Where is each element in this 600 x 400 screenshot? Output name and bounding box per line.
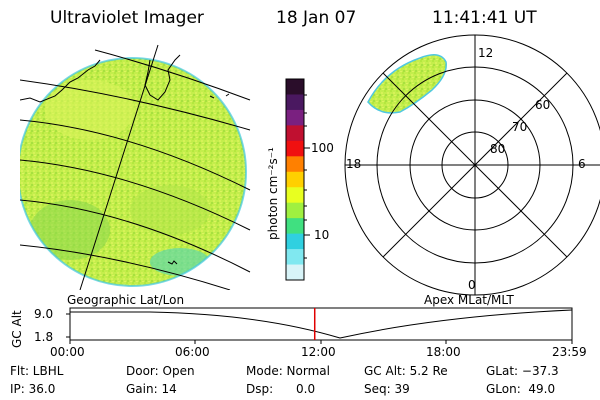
altitude-plot bbox=[66, 307, 573, 344]
color-bar-segment bbox=[286, 187, 304, 204]
coastline bbox=[20, 59, 101, 103]
color-bar-tick-label: 100 bbox=[311, 141, 334, 155]
glon-info: GLon: 49.0 bbox=[486, 382, 556, 396]
color-bar bbox=[286, 79, 304, 281]
gc-alt-info: GC Alt: 5.2 Re bbox=[364, 364, 448, 378]
color-bar-segment bbox=[286, 94, 304, 111]
coastline bbox=[167, 260, 178, 265]
date-label: 18 Jan 07 bbox=[276, 8, 357, 28]
color-bar-segment bbox=[286, 249, 304, 266]
altitude-plot-frame bbox=[69, 307, 573, 341]
lat-line bbox=[20, 199, 251, 273]
time-tick-label: 12:00 bbox=[301, 345, 336, 359]
lat-line bbox=[20, 244, 231, 290]
apex-caption: Apex MLat/MLT bbox=[424, 293, 514, 307]
time-tick-label: 00:00 bbox=[50, 345, 85, 359]
altitude-ylabel: GC Alt bbox=[10, 310, 24, 348]
geographic-map bbox=[20, 44, 251, 290]
mlt-label-6: 6 bbox=[578, 157, 586, 171]
altitude-ytick: 1.8 bbox=[34, 330, 54, 344]
mlt-label-0: 0 bbox=[468, 278, 476, 292]
color-bar-segment bbox=[286, 140, 304, 157]
color-bar-segment bbox=[286, 79, 304, 95]
mlat-label-70: 70 bbox=[512, 120, 528, 134]
time-tick-label: 06:00 bbox=[175, 345, 210, 359]
color-bar-segment bbox=[286, 233, 304, 250]
color-bar-segment bbox=[286, 125, 304, 142]
color-bar-frame bbox=[285, 78, 305, 281]
aurora-patch bbox=[367, 54, 447, 114]
coastline bbox=[144, 54, 181, 101]
color-bar-segment bbox=[286, 171, 304, 188]
color-bar-tick-label: 10 bbox=[314, 228, 330, 242]
time-tick-label: 23:59 bbox=[552, 345, 587, 359]
altitude-ytick: 9.0 bbox=[34, 307, 54, 321]
gain-info: Gain: 14 bbox=[126, 382, 177, 396]
dsp-info: Dsp: 0.0 bbox=[246, 382, 316, 396]
time-tick-label: 18:00 bbox=[426, 345, 461, 359]
lat-line bbox=[20, 119, 251, 191]
color-bar-segment bbox=[286, 218, 304, 235]
color-bar-segment bbox=[286, 264, 304, 281]
mode-info: Mode: Normal bbox=[246, 364, 330, 378]
polar-map bbox=[344, 34, 600, 296]
ip-info: IP: 36.0 bbox=[10, 382, 56, 396]
instrument-title: Ultraviolet Imager bbox=[50, 8, 204, 28]
coastline bbox=[209, 93, 230, 99]
mlt-label-12: 12 bbox=[478, 46, 494, 60]
lat-line bbox=[20, 79, 251, 131]
glat-info: GLat: −37.3 bbox=[486, 364, 559, 378]
color-bar-segment bbox=[286, 202, 304, 219]
color-bar-segment bbox=[286, 109, 304, 126]
altitude-curve bbox=[70, 309, 573, 339]
mlat-label-60: 60 bbox=[535, 98, 551, 112]
color-bar-units: photon cm⁻²s⁻¹ bbox=[266, 147, 280, 240]
seq-info: Seq: 39 bbox=[364, 382, 410, 396]
lat-line bbox=[94, 49, 251, 101]
mlat-label-80: 80 bbox=[490, 142, 506, 156]
polar-diagonal bbox=[382, 72, 568, 258]
filter-info: Flt: LBHL bbox=[10, 364, 64, 378]
mlt-label-18: 18 bbox=[346, 157, 362, 171]
color-bar-segment bbox=[286, 156, 304, 173]
time-label: 11:41:41 UT bbox=[432, 8, 537, 28]
door-info: Door: Open bbox=[126, 364, 195, 378]
lat-line bbox=[20, 159, 251, 231]
geographic-caption: Geographic Lat/Lon bbox=[67, 293, 185, 307]
